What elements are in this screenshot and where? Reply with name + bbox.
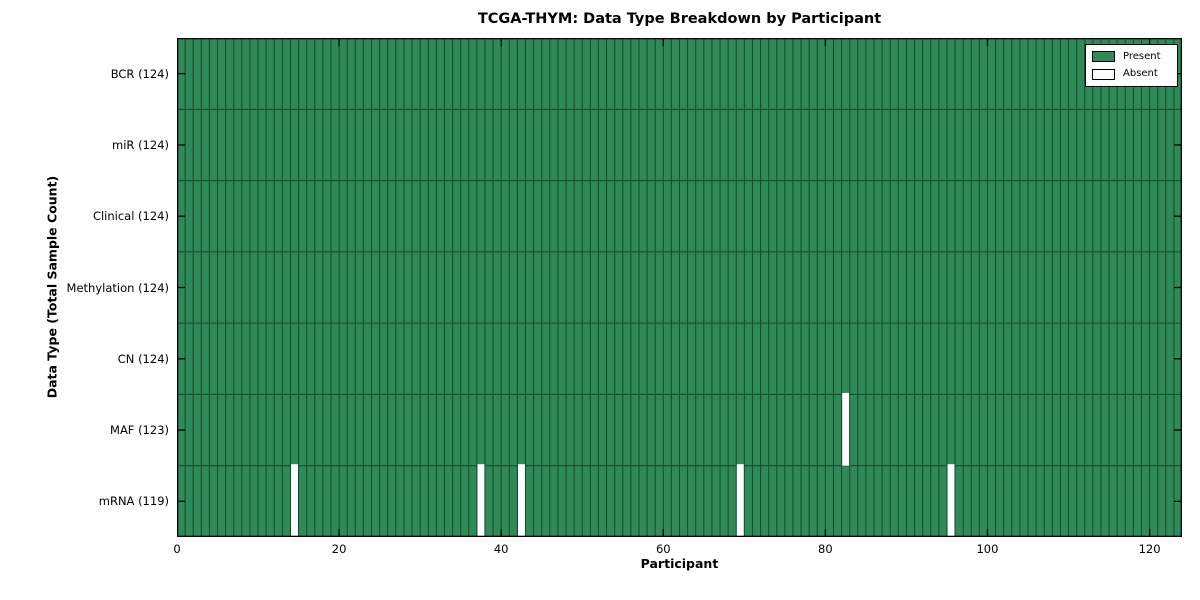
y-tick-label: miR (124) <box>112 137 169 152</box>
x-tick-label: 40 <box>493 542 509 556</box>
absent-cell <box>518 464 525 537</box>
y-tick-label: mRNA (119) <box>98 494 169 509</box>
legend: Present Absent <box>1085 44 1178 87</box>
x-tick-label: 100 <box>976 542 999 556</box>
y-tick-label: Methylation (124) <box>66 280 169 295</box>
absent-swatch-icon <box>1092 68 1115 80</box>
legend-item-present: Present <box>1092 51 1171 63</box>
x-tick-label: 0 <box>173 542 181 556</box>
x-tick-label: 120 <box>1138 542 1161 556</box>
y-tick-label: BCR (124) <box>110 66 169 81</box>
absent-cell <box>477 464 485 537</box>
y-tick-label: MAF (123) <box>110 423 169 438</box>
y-axis-label: Data Type (Total Sample Count) <box>44 175 60 399</box>
absent-cell <box>736 464 744 537</box>
absent-cell <box>291 464 298 537</box>
y-tick-label: Clinical (124) <box>92 209 169 224</box>
legend-label-present: Present <box>1123 50 1161 62</box>
present-swatch-icon <box>1092 51 1115 63</box>
x-axis-label: Participant <box>640 556 719 571</box>
x-tick-label: 60 <box>655 542 671 556</box>
x-tick-label: 20 <box>331 542 347 556</box>
chart-title: TCGA-THYM: Data Type Breakdown by Partic… <box>477 11 882 27</box>
legend-item-absent: Absent <box>1092 68 1171 80</box>
x-tick-label: 80 <box>818 542 833 556</box>
legend-label-absent: Absent <box>1123 68 1158 80</box>
y-tick-label: CN (124) <box>117 351 169 366</box>
heatmap-plot <box>177 38 1182 537</box>
absent-cell <box>947 464 955 537</box>
absent-cell <box>842 392 850 466</box>
